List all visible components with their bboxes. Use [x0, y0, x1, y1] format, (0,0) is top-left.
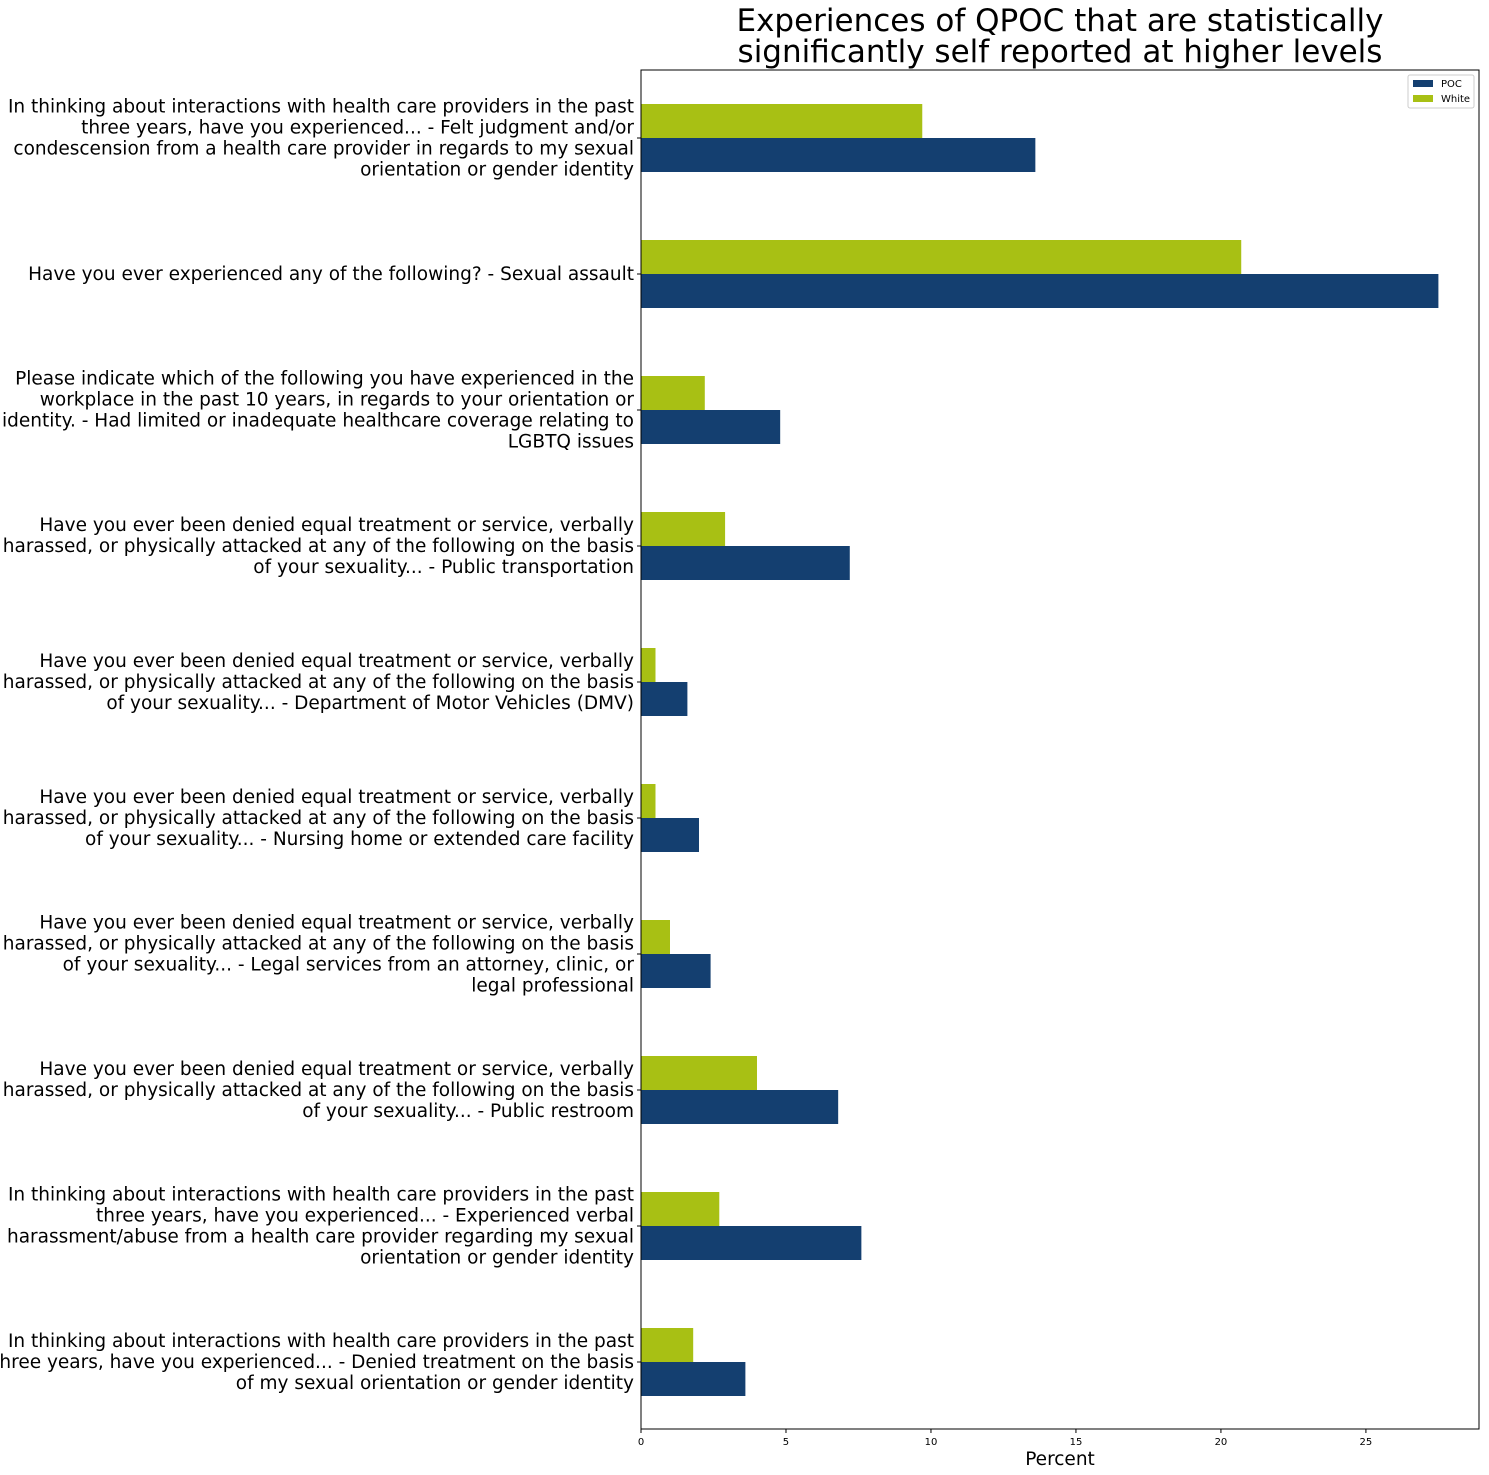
category-label: In thinking about interactions with heal… — [8, 97, 634, 181]
bar-poc — [641, 1226, 862, 1260]
legend-swatch — [1413, 80, 1433, 87]
category-label: Have you ever been denied equal treatmen… — [3, 1059, 634, 1122]
category-label: Have you ever been denied equal treatmen… — [3, 787, 634, 850]
bar-poc — [641, 410, 781, 444]
x-axis-ticks: 0 5 10 15 20 25 — [638, 1429, 1372, 1448]
bar-poc — [641, 682, 688, 716]
category-label: Please indicate which of the following y… — [2, 369, 634, 453]
x-tick-label: 25 — [1360, 1437, 1373, 1448]
category-label: Have you ever experienced any of the fol… — [28, 264, 634, 285]
x-axis-label: Percent — [1025, 1449, 1095, 1470]
x-tick-label: 10 — [925, 1437, 938, 1448]
bar-poc — [641, 1090, 839, 1124]
legend-label: White — [1441, 94, 1470, 105]
category-labels: In thinking about interactions with heal… — [0, 97, 641, 1394]
bar-white — [641, 1328, 694, 1362]
bar-white — [641, 784, 656, 818]
category-label: Have you ever been denied equal treatmen… — [3, 515, 634, 578]
plot-frame — [640, 69, 1480, 1430]
x-tick-label: 5 — [783, 1437, 789, 1448]
bar-white — [641, 1056, 757, 1090]
bar-white — [641, 376, 705, 410]
category-label: In thinking about interactions with heal… — [0, 1331, 634, 1394]
bar-poc — [641, 954, 711, 988]
bar-poc — [641, 274, 1439, 308]
bar-poc — [641, 546, 850, 580]
x-tick-label: 0 — [638, 1437, 644, 1448]
bar-white — [641, 240, 1242, 274]
category-label: In thinking about interactions with heal… — [7, 1185, 634, 1269]
bar-white — [641, 512, 726, 546]
legend-swatch — [1413, 95, 1433, 102]
x-tick-label: 15 — [1070, 1437, 1083, 1448]
category-label: Have you ever been denied equal treatmen… — [3, 913, 635, 997]
bar-white — [641, 920, 670, 954]
bar-white — [641, 1192, 720, 1226]
x-tick-label: 20 — [1215, 1437, 1228, 1448]
bar-poc — [641, 138, 1036, 172]
category-label: Have you ever been denied equal treatmen… — [3, 651, 634, 714]
chart-title: Experiences of QPOC that are statistical… — [736, 3, 1383, 70]
chart-title-line: significantly self reported at higher le… — [738, 34, 1383, 70]
bar-poc — [641, 818, 699, 852]
bars-group — [641, 104, 1439, 1396]
bar-white — [641, 104, 923, 138]
chart-title-line: Experiences of QPOC that are statistical… — [736, 3, 1383, 39]
legend: POC White — [1407, 74, 1475, 109]
bar-white — [641, 648, 656, 682]
legend-label: POC — [1441, 79, 1462, 90]
bar-poc — [641, 1362, 746, 1396]
